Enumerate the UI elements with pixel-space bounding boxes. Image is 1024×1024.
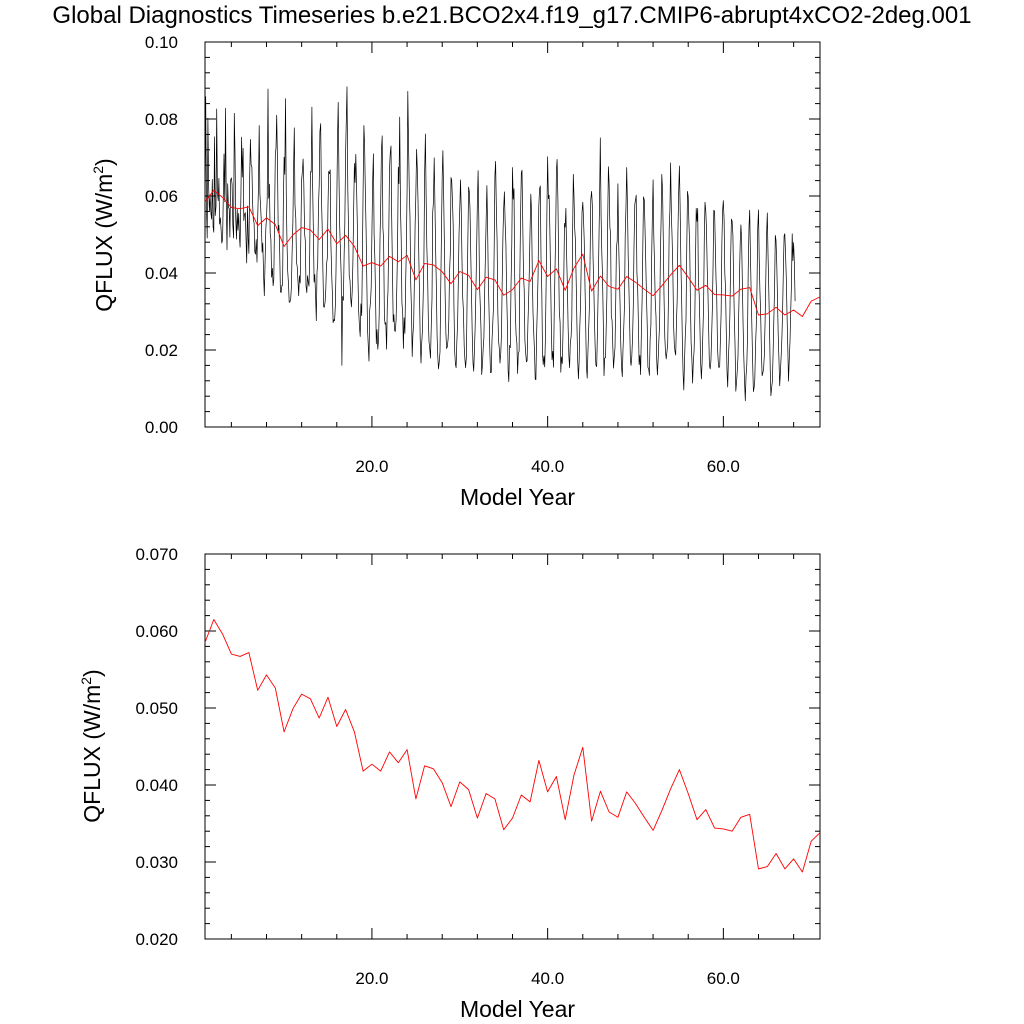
- y-tick-label: 0.02: [145, 341, 178, 360]
- y-axis-label-text: QFLUX (W/m: [91, 174, 117, 312]
- y-tick-label: 0.04: [145, 264, 178, 283]
- y-tick-label: 0.08: [145, 110, 178, 129]
- y-tick-label: 0.050: [135, 699, 178, 718]
- series-line-monthly: [204, 86, 796, 402]
- series-line-annual: [204, 619, 821, 873]
- figure-title: Global Diagnostics Timeseries b.e21.BCO2…: [52, 2, 972, 29]
- y-tick-label: 0.06: [145, 187, 178, 206]
- y-tick-label: 0.10: [145, 33, 178, 52]
- y-tick-label: 0.020: [135, 930, 178, 949]
- y-axis-label-superscript: 2: [90, 166, 106, 174]
- y-tick-label: 0.030: [135, 853, 178, 872]
- y-axis-label-text: QFLUX (W/m: [79, 685, 105, 823]
- plot-frame: [204, 41, 821, 428]
- y-axis-label: QFLUX (W/m2): [78, 669, 105, 822]
- y-tick-label: 0.040: [135, 776, 178, 795]
- x-tick-label: 40.0: [531, 969, 564, 988]
- series-line-annual: [204, 189, 821, 317]
- y-axis-label: QFLUX (W/m2): [90, 158, 117, 311]
- y-axis-label-close: ): [91, 158, 117, 166]
- x-tick-label: 60.0: [707, 457, 740, 476]
- x-tick-label: 40.0: [531, 457, 564, 476]
- x-axis-label: Model Year: [460, 996, 575, 1022]
- plot-frame: [204, 553, 821, 940]
- x-tick-label: 20.0: [355, 969, 388, 988]
- x-tick-label: 20.0: [355, 457, 388, 476]
- y-tick-label: 0.070: [135, 545, 178, 564]
- top-panel: 0.00 0.02 0.04 0.06 0.08 0.10 20.0 40.0 60.0 Mode…: [90, 33, 821, 510]
- bottom-panel: 0.020 0.030 0.040 0.050 0.060 0.070 20.0 40.0 60…: [78, 545, 821, 1022]
- y-tick-label: 0.00: [145, 418, 178, 437]
- y-axis-label-close: ): [79, 669, 105, 677]
- y-axis-label-superscript: 2: [78, 677, 94, 685]
- x-axis-label: Model Year: [460, 484, 575, 510]
- x-tick-label: 60.0: [707, 969, 740, 988]
- y-tick-label: 0.060: [135, 622, 178, 641]
